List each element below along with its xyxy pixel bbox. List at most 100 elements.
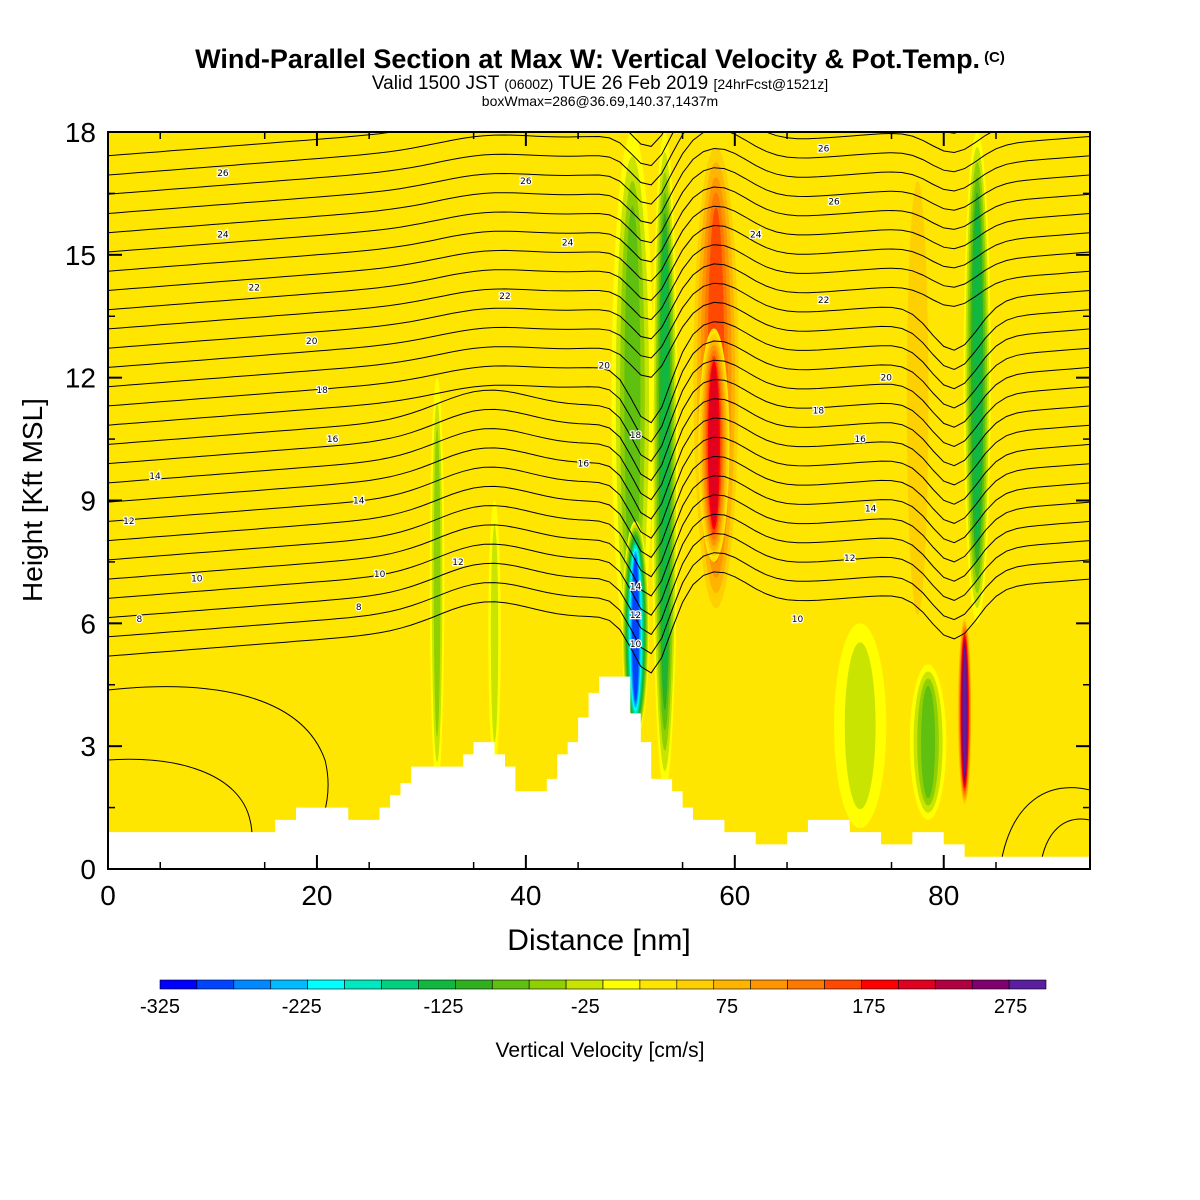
x-tick-label: 80 (928, 880, 959, 911)
colorbar-tick-label: 75 (716, 996, 738, 1018)
w-plume-16 (621, 520, 650, 738)
colorbar-swatch (824, 979, 862, 990)
colorbar-tick-label: 175 (852, 996, 885, 1018)
colorbar-swatch (971, 979, 1010, 990)
plot-area: 26 24 22 20 18 16 14 14 12 12 10 10 8 8 26 24 22 20 18 16 14… (108, 132, 1090, 869)
y-axis-label: Height [Kft MSL] (17, 398, 48, 602)
box-wmax-line: boxWmax=286@36.69,140.37,1437m (481, 93, 719, 109)
theta-label: 24 (217, 230, 229, 240)
w-level (962, 647, 967, 776)
theta-label: 12 (630, 611, 641, 621)
w-plume-4 (781, 132, 824, 747)
y-tick-label: 12 (65, 363, 96, 394)
colorbar-swatch (713, 979, 751, 990)
copyright-mark: (C) (984, 49, 1005, 66)
w-plume-7 (488, 500, 501, 767)
theta-labels: 26 24 22 20 18 16 14 14 12 12 10 10 8 8 26 24 22 20 18 16 14… (122, 143, 894, 651)
theta-label: 16 (578, 460, 590, 470)
w-plume-10 (611, 132, 654, 665)
theta-label: 26 (217, 169, 229, 179)
theta-label: 12 (123, 517, 134, 527)
theta-label: 24 (750, 230, 762, 240)
w-level (709, 366, 719, 525)
w-plume-1 (327, 132, 391, 808)
colorbar-swatch (602, 979, 641, 990)
theta-contour-line (108, 532, 1090, 636)
colorbar-swatch (861, 979, 899, 990)
colorbar-swatch (565, 979, 604, 990)
theta-label: 14 (865, 505, 877, 515)
valid-forecast: [24hrFcst@1521z] (713, 76, 829, 92)
w-level (781, 132, 824, 747)
y-tick-label: 6 (80, 608, 96, 639)
colorbar-swatch (307, 979, 345, 990)
w-plume-8 (429, 377, 445, 788)
y-tick-label: 15 (65, 240, 96, 271)
w-plume-9 (909, 664, 947, 820)
theta-contour-line (108, 340, 1090, 443)
theta-label: 18 (316, 386, 328, 396)
theta-contour-line (108, 571, 1090, 674)
theta-contour-line (108, 132, 960, 176)
theta-label: 10 (191, 574, 203, 584)
colorbar-tick-label: -325 (140, 996, 180, 1018)
theta-label: 26 (520, 177, 532, 187)
w-plume-5 (834, 623, 887, 829)
axes: 0 20 40 60 80 0 3 6 9 12 15 18 Distance [nm] Height [… (17, 117, 1090, 957)
colorbar-swatch (381, 979, 419, 990)
theta-contour-line (108, 224, 1090, 311)
theta-label: 16 (854, 435, 866, 445)
colorbar-swatch (639, 979, 678, 990)
x-tick-label: 20 (301, 880, 332, 911)
theta-contour-line (108, 301, 1090, 388)
theta-contour-line (108, 132, 993, 195)
theta-label: 14 (149, 472, 161, 482)
w-plume-15 (957, 615, 972, 808)
theta-contour-line (108, 147, 1090, 234)
theta-contours (108, 132, 1090, 674)
theta-contour-line (108, 132, 1090, 214)
theta-label: 22 (249, 284, 260, 294)
w-level (660, 233, 669, 690)
theta-label: 8 (136, 615, 142, 625)
theta-contour-line (108, 455, 1090, 559)
w-level (433, 428, 441, 737)
theta-contour-line (108, 417, 1090, 520)
colorbar-swatch (159, 979, 198, 990)
colorbar-swatch (491, 979, 530, 990)
theta-label: 20 (881, 374, 893, 384)
theta-contour-line (108, 378, 1090, 482)
theta-label: 14 (353, 497, 365, 507)
theta-label: 10 (792, 615, 804, 625)
theta-label: 26 (818, 144, 830, 154)
theta-label: 10 (630, 640, 642, 650)
theta-contour-line (108, 167, 1090, 253)
theta-label: 8 (356, 603, 362, 613)
y-tick-label: 18 (65, 117, 96, 148)
theta-label: 14 (630, 582, 642, 592)
theta-label: 22 (499, 292, 510, 302)
valid-main: Valid 1500 JST (371, 73, 499, 94)
theta-contour-lowlevel (999, 787, 1090, 869)
theta-label: 10 (374, 570, 386, 580)
w-level (442, 132, 485, 747)
theta-label: 24 (562, 239, 574, 249)
y-tick-label: 9 (80, 486, 96, 517)
theta-contour-line (108, 132, 664, 157)
theta-label: 18 (813, 406, 825, 416)
colorbar-swatch (676, 979, 715, 990)
theta-contour-line (108, 186, 1090, 272)
w-plume-11 (651, 132, 678, 792)
w-level (632, 557, 639, 702)
theta-contour-line (108, 513, 1090, 616)
theta-label: 18 (630, 431, 642, 441)
colorbar-swatch (344, 979, 382, 990)
theta-contour-line (108, 475, 1090, 578)
x-tick-label: 0 (100, 880, 116, 911)
colorbar-swatch (1008, 979, 1047, 990)
colorbar-tick-label: -125 (424, 996, 464, 1018)
colorbar-tick-label: -25 (571, 996, 600, 1018)
theta-label: 26 (828, 198, 840, 208)
w-level (583, 132, 615, 685)
